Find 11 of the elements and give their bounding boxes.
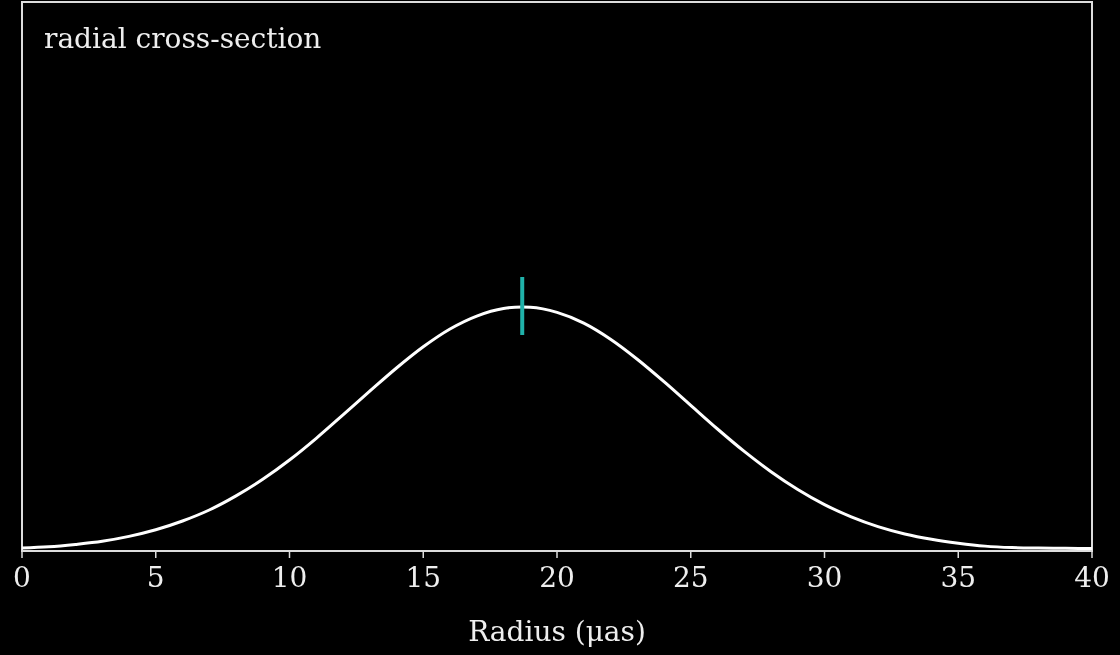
x-tick-label: 25 xyxy=(672,561,709,594)
chart-title: radial cross-section xyxy=(44,22,322,55)
x-tick-label: 35 xyxy=(940,561,977,594)
x-tick-label: 5 xyxy=(146,561,165,594)
x-tick-label: 0 xyxy=(13,561,31,594)
x-axis-title: Radius (μas) xyxy=(468,615,646,648)
x-tick-label: 15 xyxy=(405,561,442,594)
x-tick-label: 30 xyxy=(806,561,843,594)
x-tick-label: 40 xyxy=(1074,561,1110,594)
x-tick-label: 20 xyxy=(539,561,575,594)
x-tick-label: 10 xyxy=(271,561,308,594)
